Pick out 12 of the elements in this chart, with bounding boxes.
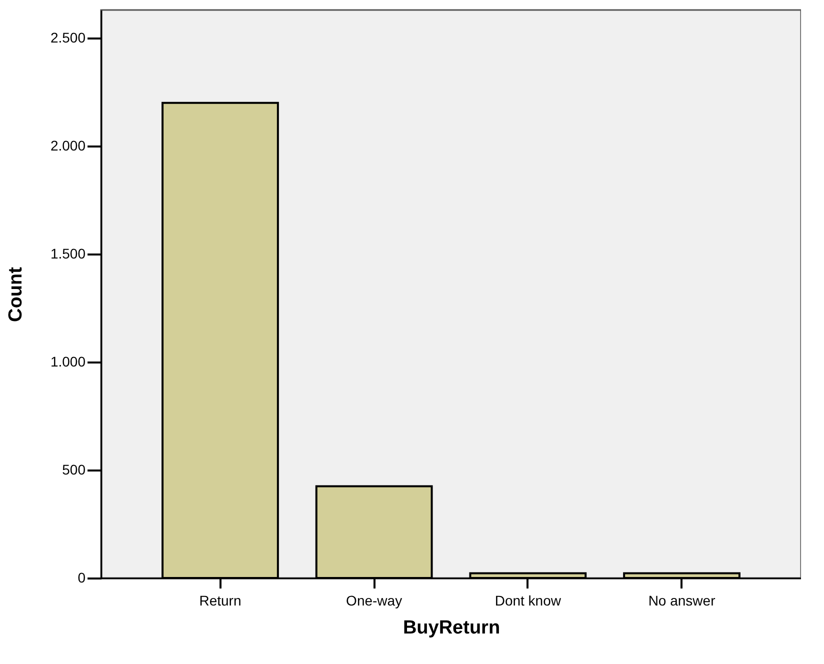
y-tick-label: 1.500 — [50, 246, 86, 262]
x-axis-title: BuyReturn — [402, 618, 500, 638]
y-tick-label: 1.000 — [50, 354, 86, 370]
x-tick-label: Dont know — [494, 592, 562, 608]
y-tick-label: 2.500 — [50, 30, 86, 46]
y-tick-label: 2.000 — [50, 138, 86, 154]
x-tick-label: One-way — [346, 592, 402, 608]
y-tick-label: 500 — [62, 462, 86, 478]
x-tick-label: Return — [199, 592, 242, 608]
x-tick-label: No answer — [648, 592, 716, 608]
y-tick-label: 0 — [78, 570, 86, 586]
y-axis-title: Count — [5, 266, 26, 322]
